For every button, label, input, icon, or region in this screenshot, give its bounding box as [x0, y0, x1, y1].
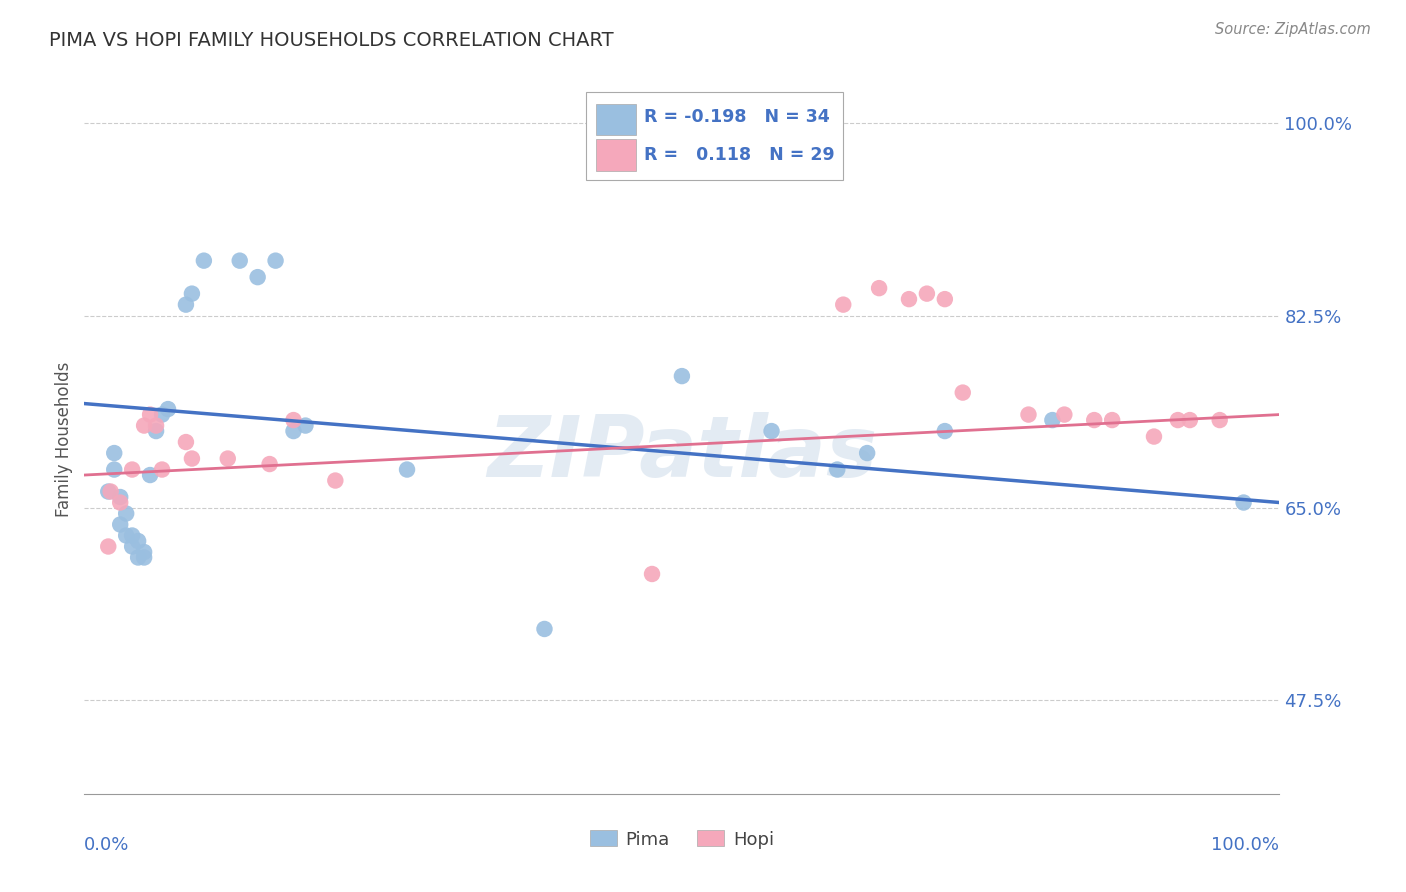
- Point: [174, 435, 197, 450]
- Point: [193, 253, 215, 268]
- Point: [110, 490, 132, 504]
- Point: [952, 385, 974, 400]
- Point: [121, 540, 143, 554]
- Point: [150, 408, 173, 422]
- Point: [132, 418, 156, 433]
- Point: [868, 281, 890, 295]
- Point: [181, 451, 204, 466]
- Point: [110, 495, 132, 509]
- Point: [97, 484, 120, 499]
- Point: [103, 462, 125, 476]
- Point: [934, 292, 956, 306]
- Point: [145, 418, 167, 433]
- Point: [121, 528, 143, 542]
- Point: [1042, 413, 1064, 427]
- Point: [1083, 413, 1105, 427]
- Point: [1178, 413, 1201, 427]
- Point: [217, 451, 239, 466]
- Point: [1053, 408, 1076, 422]
- Point: [915, 286, 938, 301]
- Point: [145, 424, 167, 438]
- Point: [229, 253, 252, 268]
- Point: [761, 424, 783, 438]
- Legend: Pima, Hopi: Pima, Hopi: [582, 823, 782, 855]
- Point: [1167, 413, 1189, 427]
- Point: [100, 484, 122, 499]
- FancyBboxPatch shape: [596, 139, 637, 170]
- Text: 0.0%: 0.0%: [84, 837, 129, 855]
- Point: [832, 298, 855, 312]
- Point: [127, 550, 149, 565]
- Point: [264, 253, 287, 268]
- Text: 100.0%: 100.0%: [1212, 837, 1279, 855]
- Point: [827, 462, 849, 476]
- Point: [283, 413, 305, 427]
- Text: R =   0.118   N = 29: R = 0.118 N = 29: [644, 146, 834, 164]
- Point: [1233, 495, 1256, 509]
- Text: PIMA VS HOPI FAMILY HOUSEHOLDS CORRELATION CHART: PIMA VS HOPI FAMILY HOUSEHOLDS CORRELATI…: [49, 31, 614, 50]
- Text: R = -0.198   N = 34: R = -0.198 N = 34: [644, 108, 830, 127]
- Point: [115, 507, 138, 521]
- Text: ZIPatlas: ZIPatlas: [486, 412, 877, 495]
- Point: [103, 446, 125, 460]
- Point: [115, 528, 138, 542]
- FancyBboxPatch shape: [596, 103, 637, 135]
- Point: [174, 298, 197, 312]
- Point: [121, 462, 143, 476]
- Point: [1018, 408, 1040, 422]
- Y-axis label: Family Households: Family Households: [55, 361, 73, 517]
- Point: [898, 292, 921, 306]
- Point: [259, 457, 281, 471]
- FancyBboxPatch shape: [586, 92, 844, 180]
- Point: [325, 474, 347, 488]
- Point: [139, 468, 162, 483]
- Point: [856, 446, 879, 460]
- Point: [671, 369, 693, 384]
- Point: [97, 540, 120, 554]
- Point: [641, 566, 664, 581]
- Point: [396, 462, 419, 476]
- Point: [246, 270, 269, 285]
- Point: [132, 545, 156, 559]
- Point: [294, 418, 316, 433]
- Point: [533, 622, 555, 636]
- Point: [1209, 413, 1232, 427]
- Point: [139, 408, 162, 422]
- Point: [934, 424, 956, 438]
- Point: [150, 462, 173, 476]
- Point: [283, 424, 305, 438]
- Text: Source: ZipAtlas.com: Source: ZipAtlas.com: [1215, 22, 1371, 37]
- Point: [157, 402, 180, 417]
- Point: [132, 550, 156, 565]
- Point: [1101, 413, 1123, 427]
- Point: [127, 534, 149, 549]
- Point: [1143, 429, 1166, 443]
- Point: [110, 517, 132, 532]
- Point: [181, 286, 204, 301]
